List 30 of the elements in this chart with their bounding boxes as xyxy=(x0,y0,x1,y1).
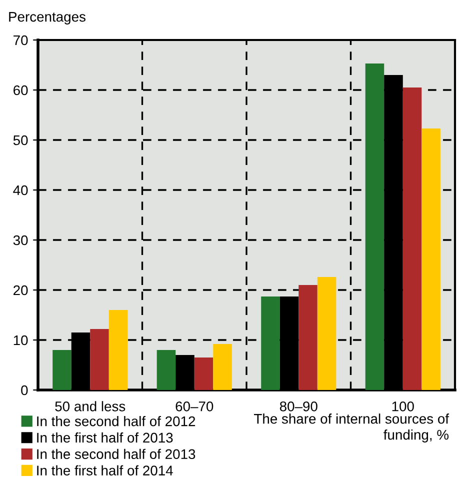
y-tick-label: 10 xyxy=(14,335,28,346)
legend-label: In the second half of 2013 xyxy=(37,448,196,460)
bar xyxy=(90,329,109,390)
bar xyxy=(52,350,72,390)
y-tick-label: 40 xyxy=(13,185,28,196)
bar xyxy=(298,285,318,390)
bar xyxy=(156,350,176,390)
bar xyxy=(261,296,280,390)
y-tick-label: 70 xyxy=(14,35,28,46)
bar xyxy=(422,128,440,390)
x-tick-label: 50 and less xyxy=(55,401,126,412)
x-tick-label: 60–70 xyxy=(176,401,214,412)
x-tick-label: 100 xyxy=(392,401,414,412)
y-tick-label: 30 xyxy=(13,235,28,246)
legend-label: In the second half of 2012 xyxy=(37,416,196,426)
legend-label: In the first half of 2014 xyxy=(37,465,173,476)
bar xyxy=(365,64,384,390)
x-axis-title: The share of internal sources of funding, % xyxy=(254,414,450,442)
y-tick-label: 50 xyxy=(13,135,28,146)
bar xyxy=(402,88,422,390)
y-axis-title: Percentages xyxy=(9,12,86,24)
y-tick-label: 60 xyxy=(14,85,28,96)
bar xyxy=(108,310,128,390)
legend-label: In the first half of 2013 xyxy=(37,432,173,443)
bar xyxy=(194,358,214,390)
x-tick-label: 80–90 xyxy=(280,401,318,412)
bar xyxy=(213,344,232,390)
y-tick-label: 20 xyxy=(14,285,28,296)
y-tick-label: 0 xyxy=(21,385,28,396)
bar xyxy=(317,277,336,390)
